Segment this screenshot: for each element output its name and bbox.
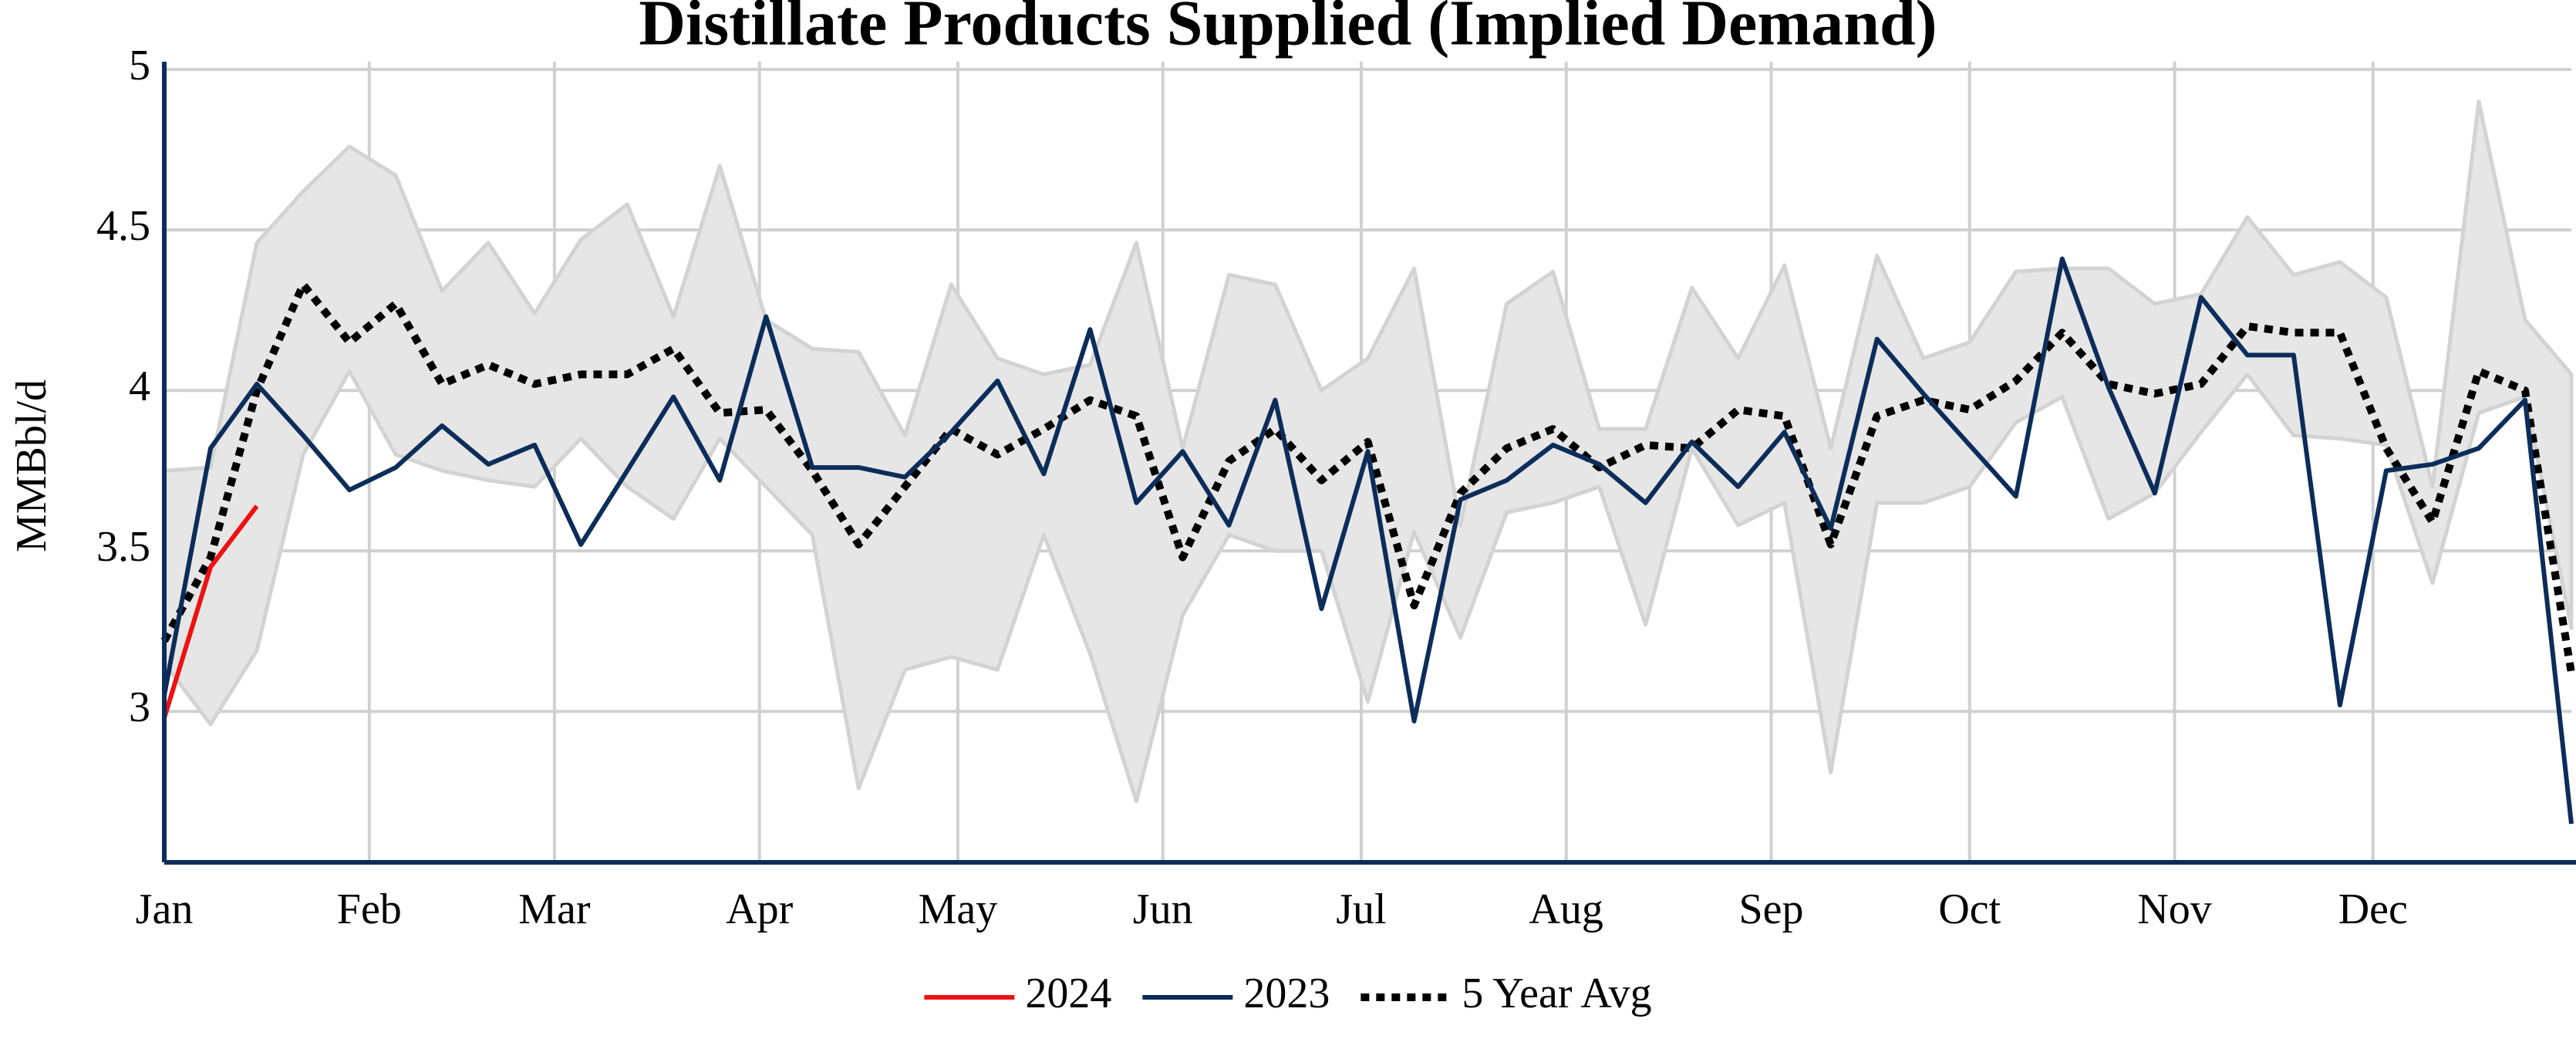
legend-label: 2023 bbox=[1243, 970, 1330, 1017]
x-tick-label: Apr bbox=[726, 885, 793, 933]
x-tick-label: Jan bbox=[136, 885, 194, 933]
y-axis-label: MMBbl/d bbox=[8, 379, 56, 552]
y-tick-label: 4.5 bbox=[96, 202, 150, 250]
x-tick-label: Jun bbox=[1133, 885, 1193, 933]
x-tick-label: Oct bbox=[1938, 885, 2001, 933]
y-tick-label: 3 bbox=[129, 683, 150, 731]
series-line bbox=[162, 504, 259, 719]
x-tick-label: Mar bbox=[518, 885, 591, 933]
x-tick-label: Nov bbox=[2137, 885, 2211, 933]
x-tick-label: Sep bbox=[1739, 885, 1804, 933]
y-tick-label: 5 bbox=[129, 42, 150, 89]
series-line bbox=[162, 256, 2574, 825]
x-tick-label: Aug bbox=[1529, 885, 1603, 933]
x-tick-label: Dec bbox=[2338, 885, 2408, 933]
series-line bbox=[160, 280, 2575, 674]
y-tick-label: 4 bbox=[129, 363, 150, 410]
legend-label: 5 Year Avg bbox=[1462, 970, 1651, 1017]
chart-title: Distillate Products Supplied (Implied De… bbox=[639, 0, 1937, 59]
x-tick-label: Jul bbox=[1336, 885, 1386, 933]
x-tick-label: May bbox=[919, 885, 998, 933]
x-tick-label: Feb bbox=[337, 885, 402, 933]
y-tick-label: 3.5 bbox=[96, 523, 150, 571]
legend-label: 2024 bbox=[1025, 970, 1111, 1017]
